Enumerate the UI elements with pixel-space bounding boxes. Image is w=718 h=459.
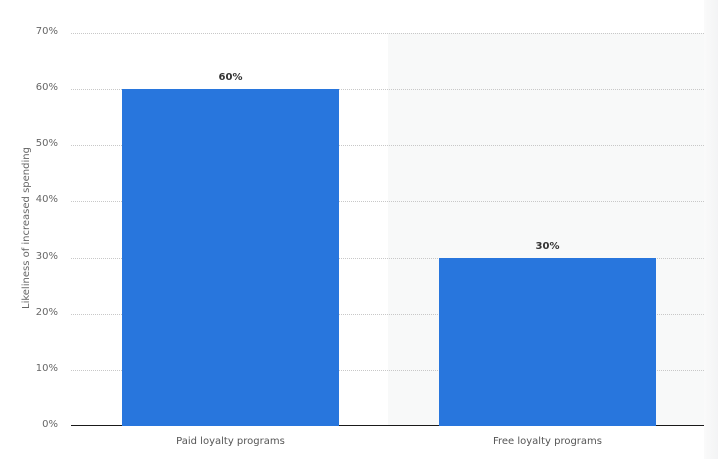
y-axis-label: Likeliness of increased spending [21,147,32,309]
gridline [71,89,704,90]
bar-value-label: 60% [218,72,243,83]
y-tick-label: 60% [35,82,58,93]
gridline [71,201,704,202]
y-tick-label: 30% [35,251,58,262]
y-tick-label: 50% [35,138,58,149]
right-edge [704,0,718,459]
bar[interactable] [122,89,339,426]
gridline [71,33,704,34]
x-axis-line [71,425,704,426]
y-tick-label: 70% [35,26,58,37]
gridline [71,314,704,315]
bar[interactable] [439,258,656,426]
bar-value-label: 30% [535,241,560,252]
y-tick-label: 20% [35,307,58,318]
x-category-label: Free loyalty programs [492,436,603,447]
x-category-label: Paid loyalty programs [176,436,285,447]
y-tick-label: 40% [35,194,58,205]
gridline [71,145,704,146]
gridline [71,258,704,259]
y-tick-label: 10% [35,363,58,374]
gridline [71,370,704,371]
y-tick-label: 0% [42,419,58,430]
